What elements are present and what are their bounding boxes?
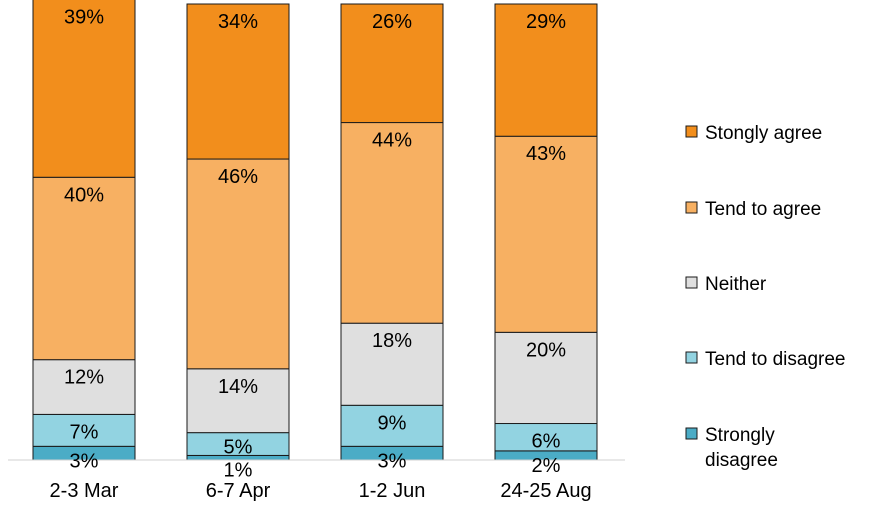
legend-label-line: Stongly agree bbox=[705, 123, 822, 144]
bar-segment bbox=[494, 135, 598, 333]
legend-label-line: Neither bbox=[705, 274, 767, 295]
data-label: 20% bbox=[526, 339, 566, 361]
bar-segment bbox=[494, 331, 598, 425]
bar-segment bbox=[340, 404, 444, 447]
data-label: 9% bbox=[378, 412, 407, 434]
x-tick-label: 24-25 Aug bbox=[500, 480, 591, 502]
bar-segment bbox=[186, 158, 290, 370]
bar-segment bbox=[32, 176, 136, 361]
bars-group bbox=[32, 0, 598, 461]
data-label: 1% bbox=[224, 459, 253, 481]
bar-segment bbox=[32, 413, 136, 447]
bar-segment bbox=[32, 0, 136, 178]
bar-segment bbox=[340, 122, 444, 324]
data-label: 7% bbox=[70, 421, 99, 443]
data-label: 5% bbox=[224, 437, 253, 459]
legend-swatch bbox=[685, 125, 698, 138]
data-label: 40% bbox=[64, 184, 104, 206]
bar-segment bbox=[494, 423, 598, 452]
bar-segment bbox=[494, 3, 598, 137]
bar-segment bbox=[186, 368, 290, 434]
legend-swatch bbox=[685, 276, 698, 289]
data-label: 26% bbox=[372, 11, 412, 33]
legend-label: Stongly agree bbox=[705, 123, 822, 144]
data-label: 12% bbox=[64, 367, 104, 389]
legend-label: Strongly disagree bbox=[705, 425, 778, 471]
legend-label-line: Tend to disagree bbox=[705, 349, 846, 370]
bar-segment bbox=[340, 322, 444, 406]
data-label: 3% bbox=[378, 450, 407, 472]
legend: Stongly agree Tend to agree Neither Tend to… bbox=[685, 123, 846, 471]
data-label: 3% bbox=[70, 450, 99, 472]
legend-swatch bbox=[685, 201, 698, 214]
data-label: 39% bbox=[64, 6, 104, 28]
legend-label: Neither bbox=[705, 274, 767, 295]
legend-swatch bbox=[685, 427, 698, 440]
data-label: 6% bbox=[532, 431, 561, 453]
legend-label-line: Strongly bbox=[705, 425, 775, 446]
data-label: 46% bbox=[218, 166, 258, 188]
data-label: 44% bbox=[372, 130, 412, 152]
data-label: 34% bbox=[218, 11, 258, 33]
data-label: 43% bbox=[526, 143, 566, 165]
x-tick-label: 2-3 Mar bbox=[50, 480, 119, 502]
data-label: 14% bbox=[218, 376, 258, 398]
data-label: 18% bbox=[372, 330, 412, 352]
legend-label: Tend to disagree bbox=[705, 349, 846, 370]
x-tick-label: 6-7 Apr bbox=[206, 480, 271, 502]
legend-label-line: disagree bbox=[705, 450, 778, 471]
segment-labels-group: 3% 7% 12% 40% 39% 1%5% 14% 46% 34% 3% 9% 18% 44% 26% 2… bbox=[64, 6, 566, 481]
legend-label: Tend to agree bbox=[705, 199, 821, 220]
bar-segment bbox=[186, 3, 290, 160]
x-tick-label: 1-2 Jun bbox=[359, 480, 426, 502]
bar-segment bbox=[340, 3, 444, 124]
data-label: 2% bbox=[532, 455, 561, 477]
legend-label-line: Tend to agree bbox=[705, 199, 821, 220]
data-label: 29% bbox=[526, 11, 566, 33]
legend-swatch bbox=[685, 351, 698, 364]
x-tick-labels-group: 2-3 Mar 6-7 Apr 1-2 Jun 24-25 Aug bbox=[50, 480, 592, 502]
